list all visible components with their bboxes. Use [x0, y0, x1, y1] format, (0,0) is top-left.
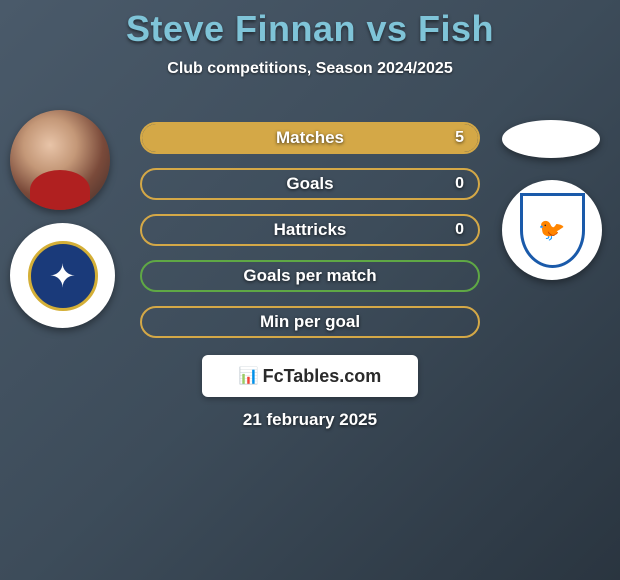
stat-label: Goals per match: [142, 266, 478, 286]
date-label: 21 february 2025: [0, 410, 620, 430]
stat-bar: Matches5: [140, 122, 480, 154]
stat-bar: Goals per match: [140, 260, 480, 292]
page-title: Steve Finnan vs Fish: [0, 8, 620, 50]
left-avatar-column: [10, 110, 115, 328]
header: Steve Finnan vs Fish Club competitions, …: [0, 0, 620, 78]
stat-value: 0: [455, 221, 464, 239]
stats-container: Matches5Goals0Hattricks0Goals per matchM…: [140, 122, 480, 352]
footer-logo[interactable]: 📊 FcTables.com: [202, 355, 418, 397]
club-badge-cardiff: [502, 180, 602, 280]
stat-value: 0: [455, 175, 464, 193]
stat-label: Min per goal: [142, 312, 478, 332]
stat-bar: Min per goal: [140, 306, 480, 338]
right-avatar-column: [502, 120, 602, 280]
stat-label: Goals: [142, 174, 478, 194]
chart-icon: 📊: [239, 366, 259, 386]
stat-bar: Hattricks0: [140, 214, 480, 246]
stat-value: 5: [455, 129, 464, 147]
stat-bar: Goals0: [140, 168, 480, 200]
stat-label: Matches: [142, 128, 478, 148]
club-badge-portsmouth: [10, 223, 115, 328]
crest-bird-icon: [520, 193, 585, 268]
page-subtitle: Club competitions, Season 2024/2025: [0, 60, 620, 78]
player-photo-icon: [10, 110, 110, 210]
crest-star-icon: [28, 241, 98, 311]
player-placeholder-icon: [502, 120, 600, 158]
logo-text: FcTables.com: [263, 366, 382, 387]
stat-label: Hattricks: [142, 220, 478, 240]
